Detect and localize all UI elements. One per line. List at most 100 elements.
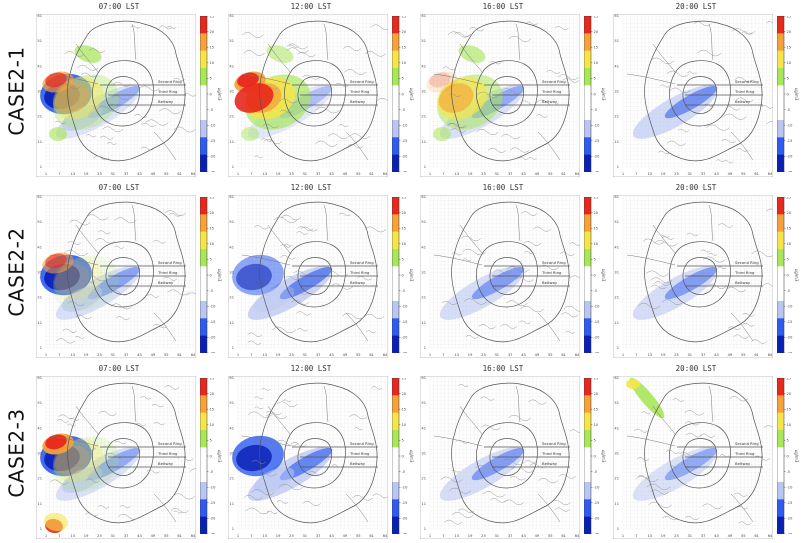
y-tick-label: 61 <box>421 195 426 199</box>
x-tick-label: 43 <box>329 172 334 176</box>
x-tick-label: 13 <box>454 172 459 176</box>
outer-boundary <box>451 382 570 524</box>
colorbar-tick-label: 25 <box>210 197 215 199</box>
y-tick-label: 21 <box>37 115 42 119</box>
colorbar-tick-label: 5 <box>594 77 596 81</box>
y-tick-label: 21 <box>229 115 234 119</box>
row-label: CASE2-1 <box>0 2 34 180</box>
x-tick-label: 31 <box>495 353 500 357</box>
y-tick-label: 41 <box>614 64 619 68</box>
y-tick-label: 21 <box>37 296 42 300</box>
colorbar-tick-label: -25 <box>402 532 408 534</box>
colorbar-segment <box>200 378 207 396</box>
colorbar-tick-label: 10 <box>402 242 407 246</box>
colorbar-segment <box>200 85 207 104</box>
x-tick-label: 19 <box>276 353 281 357</box>
colorbar-tick-label: -10 <box>594 486 601 490</box>
colorbar-tick-label: 5 <box>210 439 212 443</box>
colorbar-tick-label: -20 <box>210 336 217 340</box>
y-tick-label: 31 <box>421 271 426 275</box>
colorbar-segment <box>777 335 784 353</box>
colorbar-segment <box>392 266 399 285</box>
map-panel: 20:00 LST Second Ring Third Ring Beltway 1 7 1… <box>611 364 801 542</box>
river <box>241 204 369 342</box>
x-tick-label: 7 <box>250 534 252 538</box>
colorbar-segment <box>584 266 591 285</box>
x-tick-label: 13 <box>70 353 75 357</box>
colorbar-segment <box>584 85 591 104</box>
colorbar-segment <box>392 378 399 396</box>
y-tick-label: 61 <box>37 14 42 18</box>
colorbar-tick-label: 20 <box>210 211 215 215</box>
colorbar-tick-label: -15 <box>594 139 600 143</box>
colorbar-svg: 25 20 15 10 5 0 -5 -10 -15 -20 -25 ug/m3 <box>200 197 222 353</box>
colorbar-tick-label: 0 <box>787 454 790 458</box>
colorbar-segment <box>584 283 591 302</box>
colorbar-tick-label: 20 <box>594 392 599 396</box>
label-third-ring: Third Ring <box>157 270 178 275</box>
label-beltway: Beltway <box>542 461 558 466</box>
basemap-lines <box>49 20 186 162</box>
outer-boundary <box>67 382 186 524</box>
x-tick-label: 61 <box>754 534 759 538</box>
label-third-ring: Third Ring <box>349 89 370 94</box>
colorbar-segment <box>777 231 784 250</box>
x-tick-label: 55 <box>741 534 746 538</box>
blue-band <box>664 447 718 481</box>
x-tick-label: 1 <box>237 353 239 357</box>
y-tick-label: 1 <box>40 165 42 169</box>
y-tick-label: 21 <box>421 296 426 300</box>
panel-time-title: 12:00 LST <box>290 2 332 11</box>
case-label: CASE2-3 <box>5 408 29 498</box>
colorbar-segment <box>584 378 591 396</box>
ring-road <box>92 60 154 127</box>
colorbar-segment <box>584 412 591 431</box>
x-tick-label: 25 <box>97 172 102 176</box>
colorbar-tick-label: -15 <box>402 501 408 505</box>
colorbar-tick-label: 25 <box>402 16 407 18</box>
x-tick-label: 31 <box>495 172 500 176</box>
colorbar: 25 20 15 10 5 0 -5 -10 -15 -20 -25 ug/m3 <box>392 197 414 353</box>
x-tick-label: 43 <box>714 534 719 538</box>
y-tick-label: 51 <box>614 401 619 405</box>
colorbar-segment <box>392 499 399 518</box>
colorbar-segment <box>584 231 591 250</box>
colorbar-tick-label: -20 <box>402 517 409 521</box>
x-tick-label: 37 <box>316 353 321 357</box>
colorbar-tick-label: -5 <box>594 108 598 112</box>
colorbar-tick-label: 25 <box>594 378 599 380</box>
basemap-lines <box>241 382 378 524</box>
colorbar-segment <box>200 50 207 69</box>
y-tick-label: 21 <box>421 115 426 119</box>
map-panel: 16:00 LST Second Ring Third Ring Beltway 1 7 1… <box>418 364 608 542</box>
colorbar-tick-label: 20 <box>787 392 792 396</box>
label-second-ring: Second Ring <box>735 79 759 84</box>
y-tick-label: 1 <box>232 165 234 169</box>
colorbar-segment <box>777 120 784 138</box>
colorbar-segment <box>200 68 207 86</box>
label-beltway: Beltway <box>735 280 751 285</box>
y-tick-label: 31 <box>37 452 42 456</box>
colorbar-tick-label: -15 <box>594 320 600 324</box>
colorbar-segment <box>392 197 399 215</box>
panel-time-title: 16:00 LST <box>482 364 524 373</box>
colorbar-tick-label: -25 <box>594 170 600 172</box>
colorbar-segment <box>200 516 207 534</box>
x-tick-label: 1 <box>45 534 47 538</box>
blue-band <box>439 266 525 320</box>
map-area: Second Ring Third Ring Beltway 1 7 13 19 25 31 37… <box>420 376 580 539</box>
colorbar-segment <box>777 214 784 233</box>
x-tick-label: 64 <box>191 534 196 538</box>
colorbar-segment <box>200 482 207 500</box>
colorbar-svg: 25 20 15 10 5 0 -5 -10 -15 -20 -25 ug/m3 <box>584 197 606 353</box>
colorbar-segment <box>392 214 399 233</box>
row-label: CASE2-3 <box>0 364 34 542</box>
colorbar-segment <box>777 430 784 448</box>
colorbar-segment <box>584 301 591 319</box>
colorbar-unit: ug/m3 <box>409 88 414 101</box>
colorbar-segment <box>777 16 784 34</box>
blue-band <box>279 266 333 300</box>
x-tick-label: 31 <box>111 353 116 357</box>
colorbar-tick-label: 0 <box>594 273 597 277</box>
x-tick-label: 13 <box>454 353 459 357</box>
